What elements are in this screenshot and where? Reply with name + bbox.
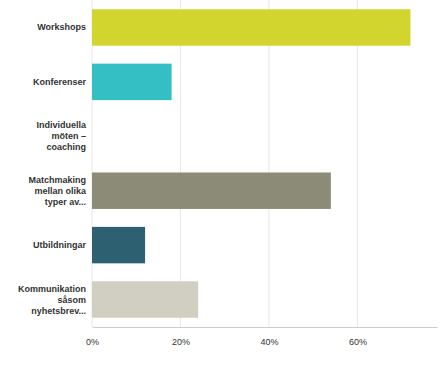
grid-line [92, 0, 93, 327]
grid [92, 0, 357, 327]
category-label-line: Kommunikation [18, 284, 86, 294]
category-label-line: nyhetsbrev... [31, 306, 86, 316]
bar [92, 9, 410, 45]
tick: 0% [86, 327, 99, 347]
bar [92, 118, 93, 154]
tick: 40% [260, 327, 278, 347]
category-label-line: coaching [46, 142, 86, 152]
chart: 0% 20% 40% 60% Workshops Konferenser Individue… [0, 0, 440, 369]
category-label-line: Utbildningar [33, 240, 86, 250]
plot: 0% 20% 40% 60% [86, 0, 438, 347]
category-label-line: Konferenser [33, 77, 87, 87]
tick-label: 40% [260, 337, 278, 347]
category-label-line: Matchmaking [28, 175, 86, 185]
tick: 60% [349, 327, 367, 347]
bar [92, 172, 331, 208]
tick-label: 60% [349, 337, 367, 347]
bar [92, 227, 145, 263]
chart-container: 0% 20% 40% 60% Workshops Konferenser Individue… [0, 0, 440, 369]
bar [92, 64, 172, 100]
category-label: Konferenser [33, 77, 87, 87]
tick-label: 0% [86, 337, 99, 347]
bar [92, 281, 198, 317]
category-label-line: typer av... [45, 197, 86, 207]
axis-line [93, 327, 438, 328]
category-label-line: Workshops [37, 22, 86, 32]
grid-line [268, 0, 269, 327]
category-label-line: Individuella [36, 120, 87, 130]
bars [92, 9, 410, 318]
tick-label: 20% [172, 337, 190, 347]
category-label: Individuellamöten –coaching [36, 120, 87, 152]
category-label-line: möten – [51, 131, 86, 141]
category-label: Matchmakingmellan olikatyper av... [28, 175, 87, 207]
tick: 20% [172, 327, 190, 347]
category-label-line: såsom [57, 295, 86, 305]
x-axis: 0% 20% 40% 60% [86, 327, 438, 347]
grid-line [180, 0, 181, 327]
category-label: Utbildningar [33, 240, 86, 250]
category-label-line: mellan olika [34, 186, 87, 196]
category-label: Kommunikationsåsomnyhetsbrev... [18, 284, 86, 316]
grid-line [357, 0, 358, 327]
y-labels: Workshops Konferenser Individuellamöten –c… [18, 22, 87, 315]
category-label: Workshops [37, 22, 86, 32]
